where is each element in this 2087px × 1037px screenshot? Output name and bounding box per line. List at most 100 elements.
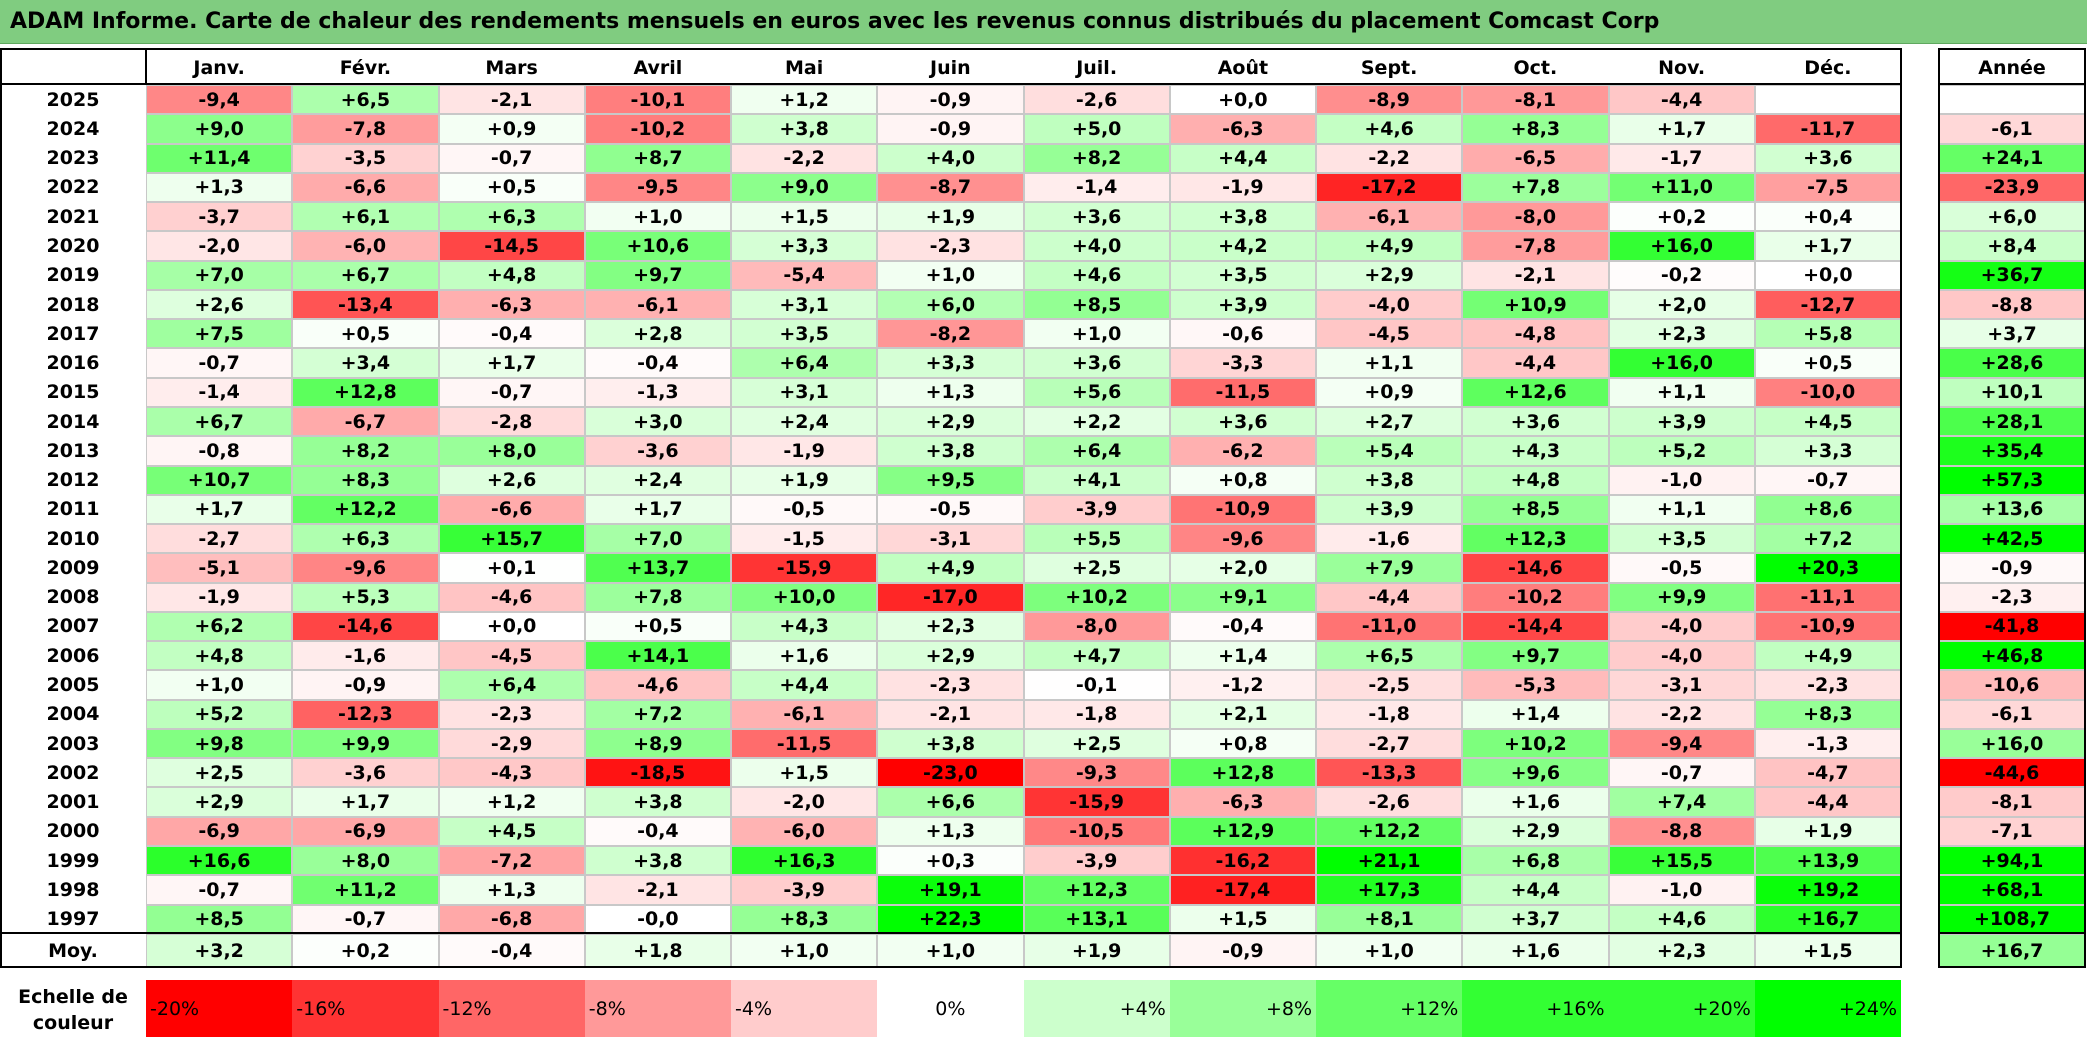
heatmap-cell: +20,3 [1754, 553, 1901, 583]
heatmap-cell: +9,1 [1169, 582, 1316, 612]
heatmap-cell: +8,2 [1023, 143, 1170, 173]
heatmap-cell: +8,3 [1754, 699, 1901, 729]
heatmap-cell: -4,5 [1316, 319, 1463, 349]
annual-cell: +8,4 [1939, 231, 2085, 261]
heatmap-cell: -6,5 [1462, 143, 1609, 173]
heatmap-cell: -2,3 [877, 670, 1024, 700]
heatmap-cell: +2,1 [1169, 699, 1316, 729]
heatmap-cell: +4,8 [146, 641, 293, 671]
heatmap-cell: -1,0 [1608, 875, 1755, 905]
heatmap-cell: +10,0 [731, 582, 878, 612]
heatmap-cell: -0,5 [731, 494, 878, 525]
heatmap-cell: -3,7 [146, 202, 293, 232]
heatmap-cell: -0,1 [1023, 670, 1170, 700]
heatmap-cell: -4,4 [1608, 85, 1755, 115]
year-column-header: Année [1978, 57, 2046, 79]
heatmap-cell: -0,7 [146, 875, 293, 905]
heatmap-cell: +2,9 [1316, 260, 1463, 290]
heatmap-cell: -2,2 [1316, 143, 1463, 173]
annual-cell: +6,0 [1939, 202, 2085, 232]
heatmap-cell: -4,6 [438, 582, 585, 612]
heatmap-cell: +8,1 [1316, 904, 1463, 934]
row-year-label: 2015 [46, 381, 100, 404]
heatmap-cell: +4,4 [1462, 875, 1609, 905]
heatmap-cell: -12,3 [292, 699, 439, 729]
heatmap-cell: -2,2 [1608, 699, 1755, 729]
heatmap-cell: +12,3 [1023, 875, 1170, 905]
heatmap-cell: -2,3 [877, 231, 1024, 261]
row-year-label: 2019 [46, 264, 100, 287]
heatmap-cell: -3,6 [584, 436, 731, 466]
annual-cell: -2,3 [1939, 582, 2085, 612]
heatmap-cell: +4,7 [1023, 641, 1170, 671]
heatmap-cell: -4,4 [1316, 582, 1463, 612]
heatmap-cell: +3,3 [1754, 436, 1901, 466]
heatmap-cell: -0,9 [877, 85, 1024, 115]
heatmap-cell: +1,4 [1169, 641, 1316, 671]
average-row-label: Moy. [48, 939, 98, 962]
heatmap-cell: -2,2 [731, 143, 878, 173]
heatmap-cell: -1,2 [1169, 670, 1316, 700]
heatmap-cell: +6,6 [877, 787, 1024, 817]
row-year-label: 2003 [46, 732, 100, 755]
heatmap-cell: -0,6 [1169, 319, 1316, 349]
heatmap-cell: +6,4 [731, 348, 878, 378]
heatmap-cell: +22,3 [877, 904, 1024, 934]
heatmap-cell: +12,9 [1169, 816, 1316, 847]
heatmap-cell: +9,5 [877, 465, 1024, 495]
heatmap-cell: -5,4 [731, 260, 878, 290]
heatmap-cell: +12,2 [1316, 816, 1463, 847]
average-cell: +1,0 [1316, 934, 1463, 967]
heatmap-cell: -17,2 [1316, 172, 1463, 203]
heatmap-cell: +12,8 [1169, 758, 1316, 788]
heatmap-cell: -8,9 [1316, 85, 1463, 115]
heatmap-cell: +2,9 [877, 406, 1024, 437]
heatmap-cell: +1,5 [731, 758, 878, 788]
heatmap-cell: +14,1 [584, 641, 731, 671]
heatmap-cell: +8,2 [292, 436, 439, 466]
heatmap-cell: +5,8 [1754, 319, 1901, 349]
heatmap-cell: -6,0 [292, 231, 439, 261]
heatmap-cell: -1,8 [1316, 699, 1463, 729]
heatmap-cell: +3,9 [1169, 289, 1316, 320]
heatmap-cell: -0,0 [584, 904, 731, 934]
heatmap-cell: -2,1 [438, 85, 585, 115]
heatmap-cell: -1,7 [1608, 143, 1755, 173]
label-column-divider [145, 48, 147, 85]
heatmap-cell: -11,5 [731, 728, 878, 759]
heatmap-cell: -6,6 [292, 172, 439, 203]
heatmap-cell: +0,5 [1754, 348, 1901, 378]
heatmap-cell: +4,4 [731, 670, 878, 700]
heatmap-cell: +1,7 [438, 348, 585, 378]
heatmap-cell: -0,7 [1754, 465, 1901, 495]
heatmap-cell: +7,8 [1462, 172, 1609, 203]
heatmap-cell: -6,3 [1169, 787, 1316, 817]
heatmap-cell: +1,2 [731, 85, 878, 115]
heatmap-cell: -0,7 [146, 348, 293, 378]
heatmap-cell: -16,2 [1169, 846, 1316, 876]
heatmap-cell: +2,7 [1316, 406, 1463, 437]
heatmap-cell: +8,7 [584, 143, 731, 173]
heatmap-cell: +1,7 [1608, 114, 1755, 144]
column-header: Sept. [1360, 57, 1418, 79]
heatmap-cell: +19,2 [1754, 875, 1901, 905]
heatmap-cell: +8,0 [292, 846, 439, 876]
annual-cell: -0,9 [1939, 553, 2085, 583]
heatmap-cell: +2,2 [1023, 406, 1170, 437]
heatmap-cell: +7,4 [1608, 787, 1755, 817]
heatmap-cell: +6,8 [1462, 846, 1609, 876]
row-year-label: 2014 [46, 410, 100, 433]
heatmap-cell: +8,5 [1462, 494, 1609, 525]
row-year-label: 2013 [46, 439, 100, 462]
heatmap-cell: -0,4 [584, 816, 731, 847]
heatmap-cell: +1,9 [1754, 816, 1901, 847]
heatmap-cell: -1,6 [292, 641, 439, 671]
heatmap-cell: +6,2 [146, 611, 293, 642]
heatmap-cell: -1,4 [1023, 172, 1170, 203]
heatmap-cell: +9,6 [1462, 758, 1609, 788]
column-header: Août [1217, 57, 1269, 79]
heatmap-cell: +3,6 [1023, 348, 1170, 378]
heatmap-cell: -14,6 [292, 611, 439, 642]
heatmap-cell: +8,0 [438, 436, 585, 466]
heatmap-cell: +15,5 [1608, 846, 1755, 876]
